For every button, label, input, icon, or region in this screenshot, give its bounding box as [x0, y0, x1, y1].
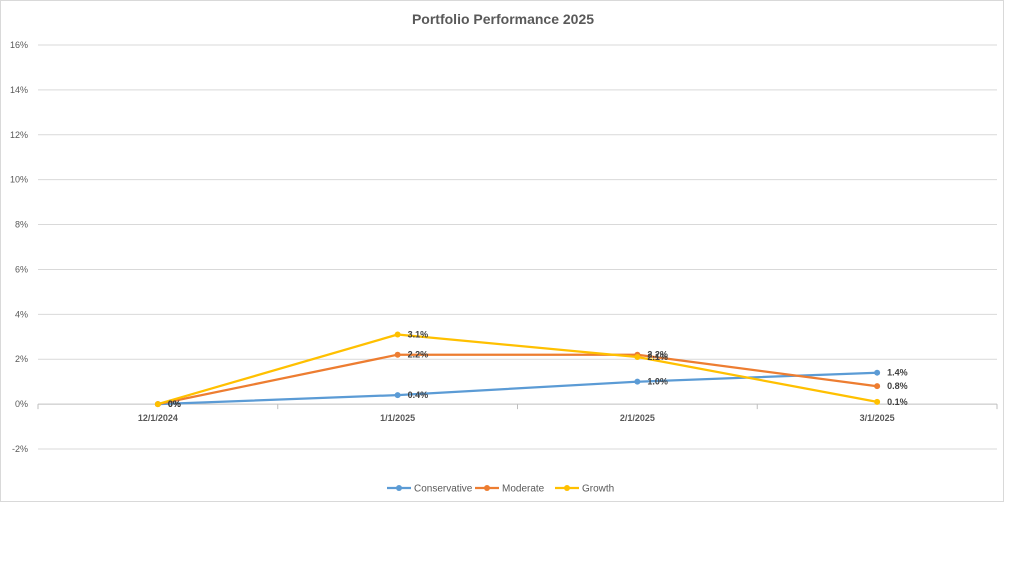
legend-marker: [484, 485, 490, 491]
legend-marker: [396, 485, 402, 491]
y-tick-label: 2%: [15, 354, 28, 364]
y-tick-label: 10%: [10, 175, 28, 185]
data-point-growth: [154, 401, 161, 408]
legend-label: Conservative: [414, 484, 473, 495]
data-label: 0.4%: [408, 390, 429, 400]
data-label: 2.2%: [408, 350, 429, 360]
data-point-conservative: [874, 369, 881, 376]
data-label: 3.1%: [408, 330, 429, 340]
legend: Conservative Moderate Growth: [387, 484, 614, 495]
legend-label: Growth: [582, 484, 614, 495]
y-tick-label: 14%: [10, 85, 28, 95]
data-label: 0.8%: [887, 381, 908, 391]
data-labels: 0%0.4%1.0%1.4%0%2.2% 2.2%0.8%0%3.1%2.1%0.…: [168, 330, 908, 410]
data-label: 1.0%: [647, 377, 668, 387]
series-line-growth: [156, 333, 879, 406]
data-label: 2.1%: [647, 352, 668, 362]
x-tick-label: 1/1/2025: [380, 413, 415, 423]
chart-title: Portfolio Performance 2025: [412, 11, 594, 27]
data-point-moderate: [394, 351, 401, 358]
x-tick-label: 12/1/2024: [138, 413, 178, 423]
y-tick-label: 8%: [15, 220, 28, 230]
y-tick-label: 0%: [15, 399, 28, 409]
x-axis-ticks: 12/1/2024 1/1/2025 2/1/2025 3/1/2025: [37, 404, 998, 423]
y-tick-label: 6%: [15, 264, 28, 274]
x-tick-label: 2/1/2025: [620, 413, 655, 423]
series-group: [154, 331, 881, 408]
series-line-moderate: [156, 353, 879, 406]
legend-item-conservative: Conservative: [387, 484, 473, 495]
y-tick-label: 12%: [10, 130, 28, 140]
data-point-growth: [394, 331, 401, 338]
data-point-moderate: [874, 383, 881, 390]
y-axis-ticks: -2% 0% 2% 4% 6% 8% 10% 12% 14% 16%: [10, 40, 28, 454]
data-point-growth: [634, 353, 641, 360]
data-point-conservative: [394, 392, 401, 399]
legend-item-growth: Growth: [555, 484, 614, 495]
data-label: 0%: [168, 399, 181, 409]
legend-marker: [564, 485, 570, 491]
series-line-conservative: [156, 371, 879, 406]
data-label: 0%: [168, 399, 181, 409]
legend-item-moderate: Moderate: [475, 484, 545, 495]
data-point-conservative: [634, 378, 641, 385]
y-tick-label: 4%: [15, 309, 28, 319]
data-point-growth: [874, 398, 881, 405]
data-label: 0%: [168, 399, 181, 409]
line-chart: Portfolio Performance 2025 -2% 0% 2% 4% 6% 8%…: [10, 11, 998, 495]
y-tick-label: 16%: [10, 40, 28, 50]
legend-label: Moderate: [502, 484, 545, 495]
chart-area: Portfolio Performance 2025 -2% 0% 2% 4% 6% 8%…: [0, 0, 1004, 502]
gridlines: [38, 44, 997, 450]
data-label: 0.1%: [887, 397, 908, 407]
data-label: 1.4%: [887, 368, 908, 378]
x-tick-label: 3/1/2025: [860, 413, 895, 423]
data-label: 2.2%: [647, 350, 668, 360]
y-tick-label: -2%: [12, 444, 28, 454]
